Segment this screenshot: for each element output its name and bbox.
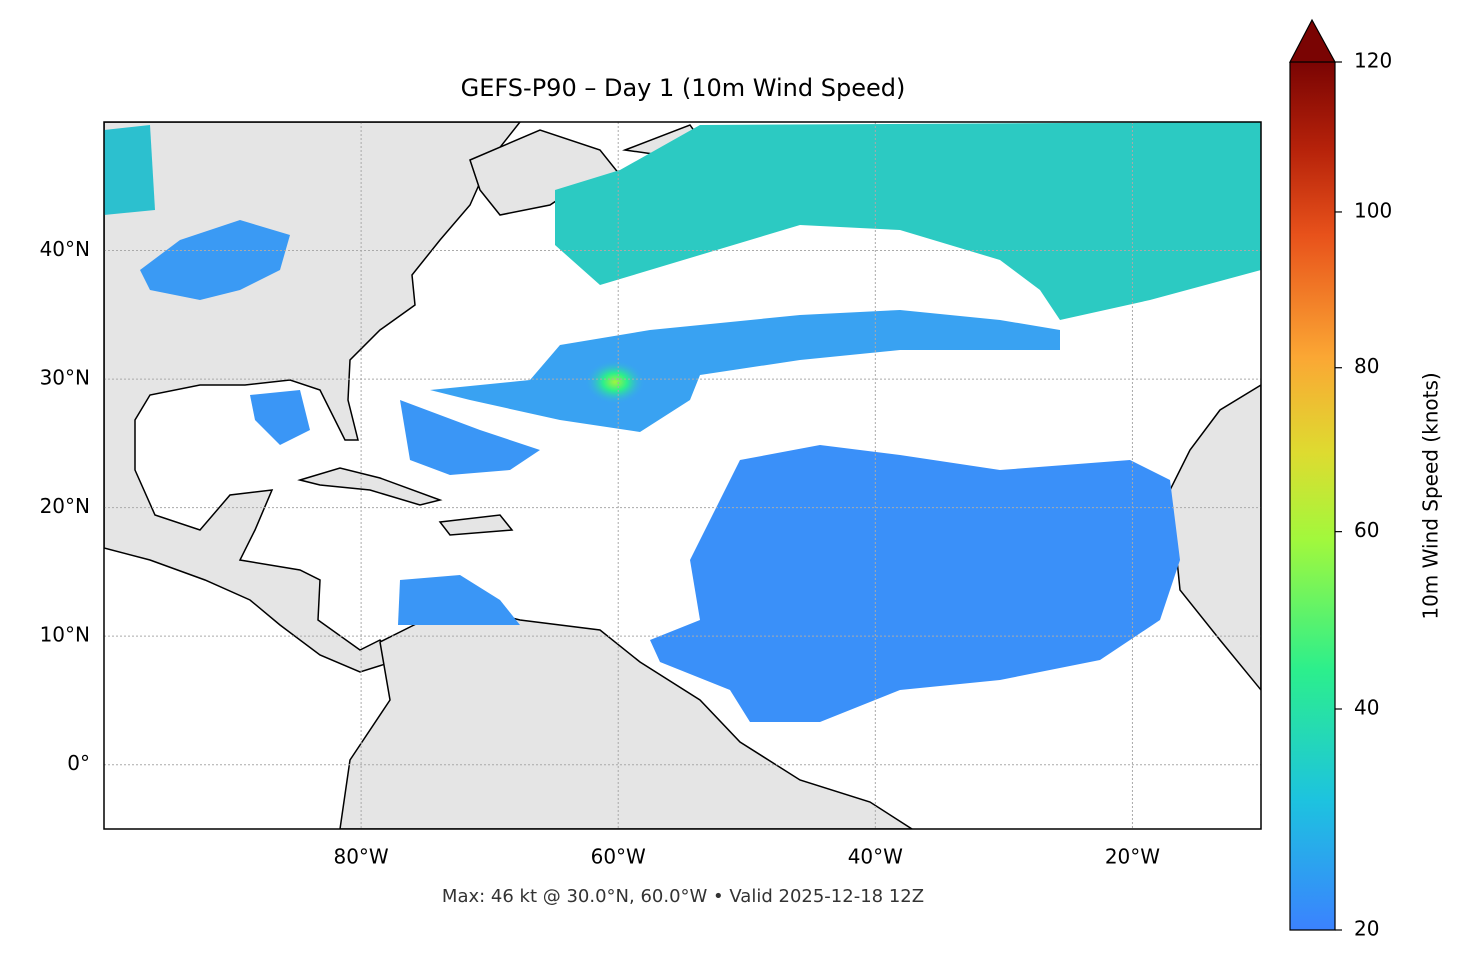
wind-caribbean [398,575,520,625]
x-tick-label: 40°W [848,845,903,869]
colorbar-tick-label: 100 [1354,198,1392,222]
colorbar-frame [1289,62,1336,931]
colorbar-label: 10m Wind Speed (knots) [1419,372,1443,619]
wind-north-atlantic [555,122,1261,320]
y-tick-label: 0° [67,751,90,775]
hispaniola [438,514,514,536]
colorbar-tick-label: 40 [1354,695,1379,719]
colorbar-tick-label: 20 [1354,917,1379,941]
plot-frame [103,121,1262,830]
x-tick-label: 80°W [333,845,388,869]
grid [104,122,1261,829]
chart-title: GEFS-P90 – Day 1 (10m Wind Speed) [461,74,906,102]
colorbar-extend [1289,18,1337,63]
y-tick-label: 40°N [40,237,90,261]
map [104,122,1261,829]
wind-great-lakes [140,220,290,300]
colorbar-tick-label: 80 [1354,354,1379,378]
x-tick-label: 60°W [591,845,646,869]
y-tick-label: 20°N [40,494,90,518]
wind-gulf [250,390,310,445]
subtitle: Max: 46 kt @ 30.0°N, 60.0°W • Valid 2025… [442,886,924,907]
colorbar-tick-label: 60 [1354,518,1379,542]
colorbar [1290,62,1335,930]
x-tick-label: 20°W [1105,845,1160,869]
wind-maximum [585,360,645,404]
y-tick-label: 30°N [40,366,90,390]
wind-mid-band [430,310,1060,432]
wind-trades [650,445,1180,722]
cuba [297,467,443,506]
wind-northwest [104,125,155,215]
wind-bahamas [400,400,540,475]
y-tick-label: 10°N [40,623,90,647]
colorbar-tick-label: 120 [1354,49,1392,73]
